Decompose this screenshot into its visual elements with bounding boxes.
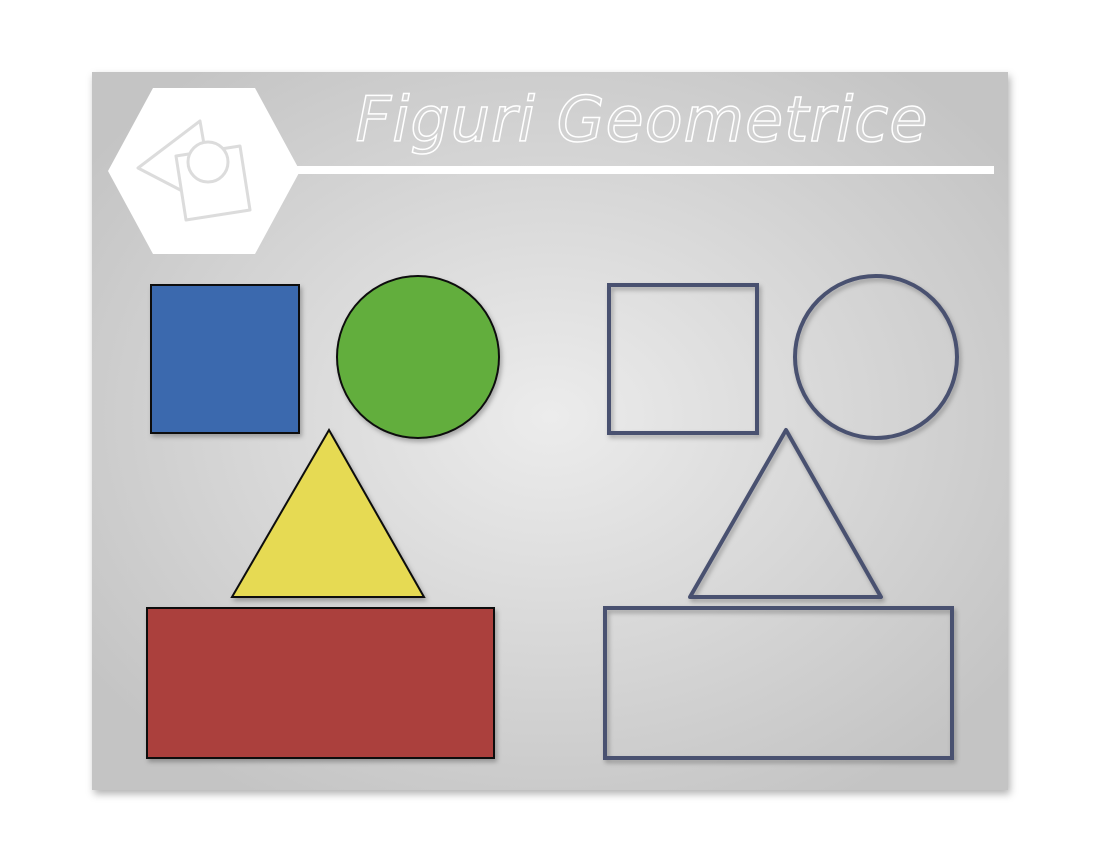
outlined-rectangle [603,606,954,760]
title-underline [286,166,994,174]
filled-square [150,284,300,434]
slide-title: Figuri Geometrice [356,83,929,156]
filled-circle [336,275,500,439]
filled-rectangle [146,607,495,759]
outlined-triangle [688,428,883,599]
filled-triangle [230,427,426,598]
outlined-shapes-group [603,274,959,760]
geometric-shapes-hexagon-logo [108,88,300,254]
filled-shapes-group [146,275,500,759]
outlined-circle [793,274,959,440]
outlined-square [607,283,759,435]
